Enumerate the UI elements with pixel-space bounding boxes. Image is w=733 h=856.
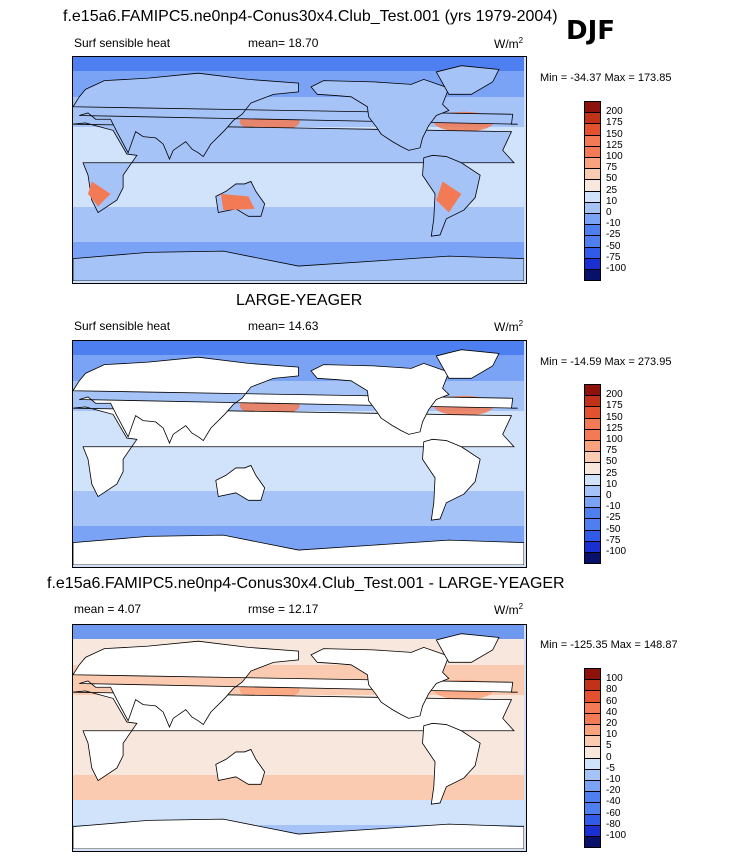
panel1-variable-label: Surf sensible heat xyxy=(74,36,171,50)
colorbar-tick-label: 10 xyxy=(606,729,618,741)
landmass xyxy=(73,534,524,565)
colorbar-tick-label: 0 xyxy=(606,207,612,218)
colorbar-tick-label: 25 xyxy=(606,467,618,479)
colorbar-tick-label: 200 xyxy=(606,389,623,401)
colorbar-tick-label: -100 xyxy=(606,263,627,274)
ocean-band xyxy=(73,57,524,71)
colorbar-tick-label: 0 xyxy=(606,751,612,763)
landmass xyxy=(435,349,500,379)
landmass xyxy=(73,356,518,445)
colorbar-tick-label: -60 xyxy=(606,807,621,819)
colorbar-tick-label: -50 xyxy=(606,240,621,252)
landmass xyxy=(310,78,450,151)
panel2-mean-label: mean= 14.63 xyxy=(248,319,319,333)
panel2-title: LARGE-YEAGER xyxy=(236,292,363,309)
map-canvas xyxy=(73,57,524,281)
colorbar-tick-label: -100 xyxy=(606,830,627,841)
ocean-band xyxy=(73,625,524,639)
colorbar-tick-label: -75 xyxy=(606,534,621,546)
colorbar-tick-label: 150 xyxy=(606,128,623,140)
landmass xyxy=(422,722,481,805)
colorbar-swatch xyxy=(584,552,601,565)
panel1-map xyxy=(72,56,527,284)
colorbar-tick-label: -50 xyxy=(606,523,621,535)
colorbar-swatch xyxy=(584,269,601,282)
colorbar-tick-label: 125 xyxy=(606,139,623,151)
colorbar-tick-label: 10 xyxy=(606,195,618,207)
colorbar-tick-label: 40 xyxy=(606,706,618,718)
colorbar-swatch xyxy=(584,836,601,849)
warm-land-patch xyxy=(436,181,462,213)
season-label: DJF xyxy=(566,16,616,46)
panel1-mean-label: mean= 18.70 xyxy=(248,36,319,50)
colorbar-tick-label: -5 xyxy=(606,762,615,774)
landmass xyxy=(73,250,524,281)
landmass xyxy=(310,362,450,435)
colorbar-tick-label: 100 xyxy=(606,434,623,445)
colorbar-tick-label: 175 xyxy=(606,117,623,129)
landmass xyxy=(215,748,266,785)
colorbar-tick-label: 20 xyxy=(606,718,618,729)
colorbar-tick-label: 175 xyxy=(606,400,623,412)
map-canvas xyxy=(73,625,524,849)
panel3-title: f.e15a6.FAMIPC5.ne0np4-Conus30x4.Club_Te… xyxy=(47,575,565,592)
panel2-units: W/m2 xyxy=(494,319,524,334)
panel2-minmax: Min = -14.59 Max = 273.95 xyxy=(540,356,672,368)
colorbar-tick-label: 75 xyxy=(606,162,618,174)
panel3-colorbar: 100 80 60 40 20 10 5 0 -5 -10 -20 -40 -60 -80 -100 xyxy=(584,668,644,849)
colorbar-tick-label: 100 xyxy=(606,151,623,162)
landmass xyxy=(422,438,481,521)
landmass xyxy=(73,640,518,729)
colorbar-tick-label: -25 xyxy=(606,229,621,241)
panel3-rmse-label: rmse = 12.17 xyxy=(248,602,319,616)
colorbar-tick-label: 80 xyxy=(606,684,618,696)
colorbar-tick-label: 50 xyxy=(606,173,618,185)
colorbar-tick-label: 125 xyxy=(606,422,623,434)
colorbar-tick-label: -40 xyxy=(606,796,621,808)
panel3-mean-label: mean = 4.07 xyxy=(74,602,142,616)
panel2-variable-label: Surf sensible heat xyxy=(74,319,171,333)
ocean-band xyxy=(73,341,524,355)
warm-land-patch xyxy=(88,181,111,207)
panel2-colorbar: 200 175 150 125 100 75 50 25 10 0 -10 -25 -50 -75 -100 xyxy=(584,384,644,565)
landmass xyxy=(215,464,266,501)
panel1-colorbar: 200 175 150 125 100 75 50 25 10 0 -10 -25 -50 -75 -100 xyxy=(584,101,644,282)
colorbar-tick-label: -80 xyxy=(606,818,621,830)
colorbar-tick-label: -10 xyxy=(606,501,621,513)
panel3-units: W/m2 xyxy=(494,602,524,617)
landmass xyxy=(310,646,450,719)
panel3-map xyxy=(72,624,527,852)
warm-land-patch xyxy=(220,193,255,211)
colorbar-tick-label: 75 xyxy=(606,445,618,457)
colorbar-tick-label: -10 xyxy=(606,774,621,785)
panel1-title: f.e15a6.FAMIPC5.ne0np4-Conus30x4.Club_Te… xyxy=(63,8,558,25)
colorbar-tick-label: 25 xyxy=(606,184,618,196)
colorbar-tick-label: -10 xyxy=(606,218,621,230)
panel2-map xyxy=(72,340,527,568)
colorbar-tick-label: 50 xyxy=(606,456,618,468)
colorbar-tick-label: -25 xyxy=(606,512,621,524)
colorbar-tick-label: 0 xyxy=(606,490,612,501)
landmass xyxy=(73,818,524,849)
colorbar-tick-label: 100 xyxy=(606,673,623,685)
landmass xyxy=(435,65,500,95)
landmass xyxy=(435,633,500,663)
colorbar-tick-label: 5 xyxy=(606,740,612,752)
colorbar-tick-label: 150 xyxy=(606,411,623,423)
panel3-minmax: Min = -125.35 Max = 148.87 xyxy=(540,639,678,651)
colorbar-tick-label: 10 xyxy=(606,478,618,490)
colorbar-tick-label: -75 xyxy=(606,251,621,263)
colorbar-tick-label: -20 xyxy=(606,785,621,797)
map-canvas xyxy=(73,341,524,565)
colorbar-tick-label: 200 xyxy=(606,106,623,118)
landmass xyxy=(73,72,518,161)
panel1-units: W/m2 xyxy=(494,36,524,51)
colorbar-tick-label: 60 xyxy=(606,695,618,707)
panel1-minmax: Min = -34.37 Max = 173.85 xyxy=(540,72,672,84)
colorbar-tick-label: -100 xyxy=(606,546,627,557)
